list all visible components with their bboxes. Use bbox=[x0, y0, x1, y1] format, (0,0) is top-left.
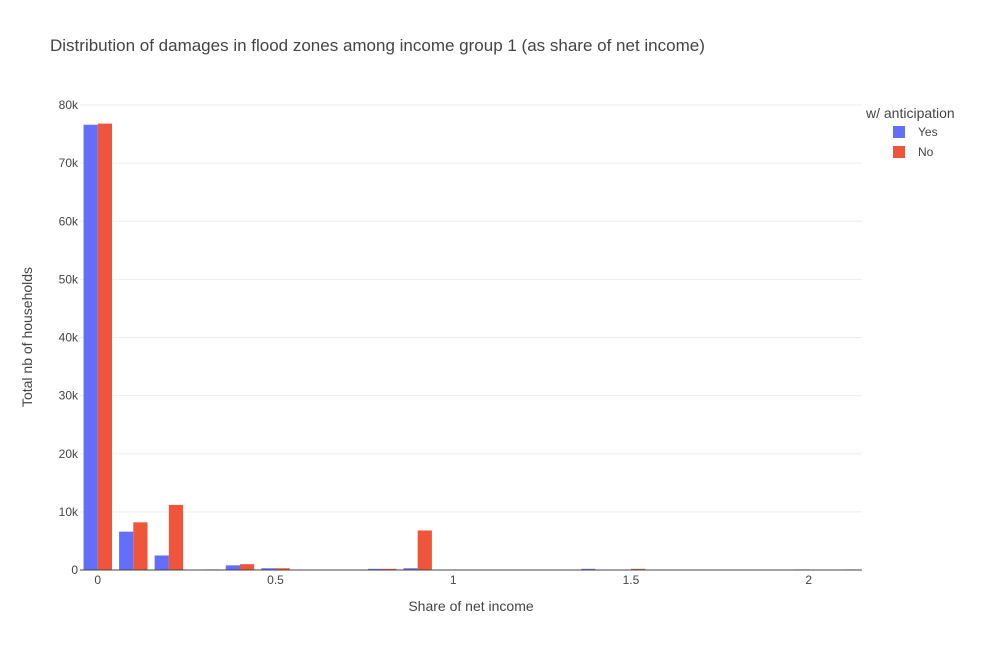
x-tick-label: 1.5 bbox=[623, 573, 640, 587]
x-tick-label: 0 bbox=[94, 573, 101, 587]
bar-yes[interactable] bbox=[581, 568, 596, 570]
y-axis-title: Total nb of households bbox=[19, 267, 35, 407]
bar-yes[interactable] bbox=[154, 555, 169, 570]
bar-no[interactable] bbox=[239, 564, 255, 570]
y-tick-label: 70k bbox=[59, 156, 79, 170]
bar-yes[interactable] bbox=[261, 568, 276, 570]
bar-no[interactable] bbox=[133, 522, 148, 570]
legend-item-no[interactable]: No bbox=[893, 145, 934, 159]
bar-no[interactable] bbox=[382, 568, 397, 570]
legend[interactable]: w/ anticipation Yes No bbox=[865, 105, 955, 159]
bar-yes[interactable] bbox=[403, 568, 418, 570]
legend-label: Yes bbox=[918, 125, 938, 139]
y-tick-label: 10k bbox=[59, 505, 79, 519]
bar-yes[interactable] bbox=[225, 565, 240, 570]
bar-yes[interactable] bbox=[119, 531, 134, 570]
bar-no[interactable] bbox=[417, 530, 432, 570]
x-tick-label: 0.5 bbox=[267, 573, 284, 587]
y-tick-label: 60k bbox=[59, 214, 79, 228]
y-tick-labels: 0 10k 20k 30k 40k 50k 60k 70k 80k bbox=[59, 98, 79, 577]
legend-swatch bbox=[893, 146, 905, 158]
gridlines bbox=[80, 104, 862, 513]
x-tick-label: 1 bbox=[450, 573, 457, 587]
legend-swatch bbox=[893, 126, 905, 138]
bar-no[interactable] bbox=[275, 568, 290, 570]
y-tick-label: 50k bbox=[59, 272, 79, 286]
bars bbox=[83, 123, 859, 571]
chart-title: Distribution of damages in flood zones a… bbox=[50, 36, 705, 55]
legend-item-yes[interactable]: Yes bbox=[893, 125, 938, 139]
y-tick-label: 20k bbox=[59, 447, 79, 461]
bar-yes[interactable] bbox=[367, 568, 383, 570]
bar-no[interactable] bbox=[168, 504, 184, 570]
bar-yes[interactable] bbox=[83, 124, 98, 570]
x-axis-title: Share of net income bbox=[408, 598, 534, 614]
x-tick-label: 2 bbox=[805, 573, 812, 587]
legend-title: w/ anticipation bbox=[865, 105, 955, 121]
y-tick-label: 80k bbox=[59, 98, 79, 112]
bar-no[interactable] bbox=[630, 568, 646, 570]
y-tick-label: 0 bbox=[71, 563, 78, 577]
y-tick-label: 30k bbox=[59, 389, 79, 403]
legend-label: No bbox=[918, 145, 934, 159]
y-tick-label: 40k bbox=[59, 331, 79, 345]
bar-no[interactable] bbox=[97, 123, 112, 570]
x-tick-labels: 0 0.5 1 1.5 2 bbox=[94, 573, 812, 587]
